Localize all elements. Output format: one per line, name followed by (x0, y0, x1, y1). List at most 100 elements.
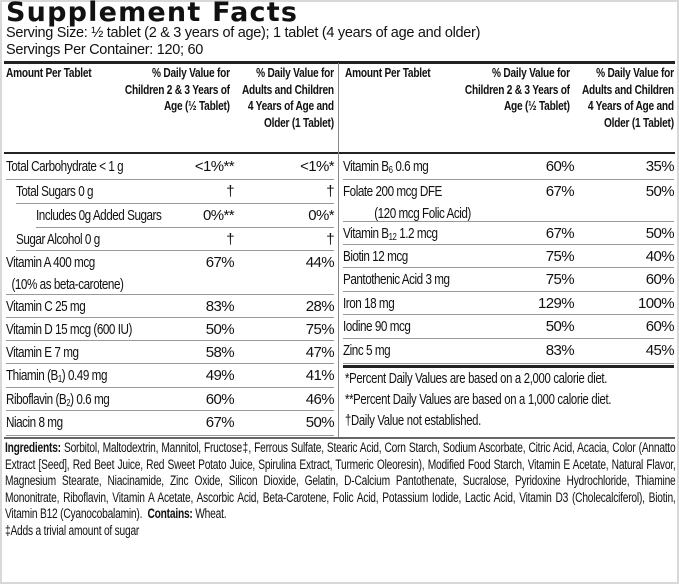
children-dv: 83% (205, 298, 235, 315)
nutrient-name: Pantothenic Acid 3 mg (343, 269, 484, 291)
children-dv: 75% (545, 248, 575, 265)
contains-text: Wheat. (195, 506, 227, 522)
adult-dv: † (326, 183, 334, 200)
nutrient-label: Iodine 90 mcg (343, 318, 411, 335)
children-dv: 83% (545, 342, 575, 359)
nutrient-label: Total Carbohydrate < 1 g (6, 158, 124, 175)
nutrient-row: Riboflavin (B2) 0.6 mg 60% 46% (6, 388, 335, 411)
nutrient-row: Vitamin B6 0.6 mg 60% 35% (343, 155, 675, 180)
nutrient-name-text: Vitamin E 7 mg (6, 342, 174, 364)
nutrient-name-text: Riboflavin (B2) 0.6 mg (6, 389, 174, 415)
nutrient-name: Vitamin D 15 mcg (600 IU) (6, 319, 174, 340)
nutrient-row: Total Sugars 0 g † † (16, 180, 335, 204)
adult-dv: 44% (305, 254, 335, 271)
children-dv: 67% (205, 414, 235, 431)
header-amount-left: Amount Per Tablet (6, 65, 96, 82)
nutrient-label: Biotin 12 mcg (343, 248, 408, 265)
nutrient-name: Vitamin B6 0.6 mg (343, 156, 484, 179)
children-dv: 75% (545, 271, 575, 288)
nutrient-row: Vitamin B12 1.2 mcg 67% 50% (343, 222, 675, 245)
nutrient-name: Vitamin C 25 mg (6, 296, 174, 317)
header-text: % Daily Value for Adults and Children 4 … (241, 65, 334, 130)
header-children-left: % Daily Value for Children 2 & 3 Years o… (112, 65, 230, 115)
header-adults-right: % Daily Value for Adults and Children 4 … (574, 65, 674, 131)
nutrient-name: Sugar Alcohol 0 g (16, 229, 174, 250)
children-dv: 67% (205, 254, 235, 271)
nutrient-name-text: Sugar Alcohol 0 g (16, 229, 174, 251)
children-dv: <1%** (194, 158, 235, 175)
children-dv: 60% (205, 391, 235, 408)
nutrient-label: Vitamin C 25 mg (6, 298, 86, 315)
nutrient-name-text: Vitamin D 15 mcg (600 IU) (6, 319, 174, 341)
nutrient-label: Vitamin A 400 mcg (6, 254, 95, 271)
nutrient-name: Iron 18 mg (343, 293, 484, 314)
footnote: *Percent Daily Values are based on a 2,0… (345, 371, 608, 387)
nutrient-label: Vitamin B6 0.6 mg (343, 158, 429, 176)
nutrient-row: Thiamin (B1) 0.49 mg 49% 41% (6, 364, 335, 391)
serving-size: Serving Size: ½ tablet (2 & 3 years of a… (6, 25, 481, 41)
nutrient-row: Biotin 12 mcg 75% 40% (343, 245, 675, 268)
contains-label: Contains: (147, 506, 193, 522)
nutrient-name: Folate 200 mcg DFE (120 mcg Folic Acid) (343, 181, 484, 222)
servings-per-container: Servings Per Container: 120; 60 (6, 42, 204, 58)
adult-dv: 75% (305, 321, 335, 338)
footnote-list: *Percent Daily Values are based on a 2,0… (345, 369, 672, 432)
adult-dv: 35% (645, 158, 675, 175)
nutrient-name: Riboflavin (B2) 0.6 mg (6, 389, 174, 410)
divider (4, 61, 675, 64)
nutrient-row: Zinc 5 mg 83% 45% (343, 339, 675, 364)
nutrient-label: Iron 18 mg (343, 295, 395, 312)
nutrient-label: Includes 0g Added Sugars (36, 207, 162, 224)
nutrient-subtext: (120 mcg Folic Acid) (374, 205, 471, 222)
adult-dv: 40% (645, 248, 675, 265)
children-dv: 58% (205, 344, 235, 361)
nutrient-label: Thiamin (B1) 0.49 mg (6, 367, 107, 385)
nutrient-name-text: Vitamin C 25 mg (6, 296, 174, 318)
adult-dv: 60% (645, 271, 675, 288)
nutrient-row: Vitamin E 7 mg 58% 47% (6, 341, 335, 364)
nutrient-name: Biotin 12 mcg (343, 246, 484, 267)
nutrient-name: Vitamin A 400 mcg (10% as beta-carotene) (6, 252, 174, 294)
adult-dv: 50% (645, 225, 675, 242)
nutrient-name-text: Vitamin A 400 mcg (10% as beta-carotene) (6, 252, 174, 296)
children-dv: † (226, 231, 234, 248)
adult-dv: 60% (645, 318, 675, 335)
children-dv: † (226, 183, 234, 200)
children-dv: 50% (205, 321, 235, 338)
header-children-right: % Daily Value for Children 2 & 3 Years o… (452, 65, 570, 115)
nutrient-name-text: Niacin 8 mg (6, 412, 174, 434)
adult-dv: 50% (305, 414, 335, 431)
nutrient-name-text: Iron 18 mg (343, 293, 484, 315)
divider (343, 365, 674, 368)
nutrient-name: Vitamin E 7 mg (6, 342, 174, 363)
nutrient-name: Zinc 5 mg (343, 340, 484, 363)
nutrient-name-text: Vitamin B6 0.6 mg (343, 156, 484, 182)
divider (4, 437, 675, 439)
label-title: Supplement Facts (6, 0, 299, 28)
adds-note: ‡Adds a trivial amount of sugar (5, 522, 140, 539)
nutrient-subtext: (10% as beta-carotene) (11, 276, 124, 293)
nutrient-row: Total Carbohydrate < 1 g <1%** <1%* (6, 155, 335, 180)
nutrient-label: Vitamin B12 1.2 mcg (343, 225, 438, 243)
nutrient-name: Total Carbohydrate < 1 g (6, 156, 174, 179)
nutrient-name: Niacin 8 mg (6, 412, 174, 435)
adult-dv: 0%* (308, 207, 334, 224)
divider (4, 152, 675, 154)
adult-dv: 41% (305, 367, 335, 384)
footnotes: *Percent Daily Values are based on a 2,0… (345, 369, 673, 432)
nutrient-label: Pantothenic Acid 3 mg (343, 271, 450, 288)
nutrient-name: Iodine 90 mcg (343, 316, 484, 338)
nutrient-name: Includes 0g Added Sugars (36, 205, 174, 227)
adult-dv: 46% (305, 391, 335, 408)
ingredients-label: Ingredients: (5, 440, 61, 456)
nutrient-row: Sugar Alcohol 0 g † † (16, 228, 335, 251)
nutrient-name-text: Includes 0g Added Sugars (36, 205, 174, 227)
nutrient-name-text: Zinc 5 mg (343, 340, 484, 362)
column-divider (338, 63, 339, 437)
children-dv: 50% (545, 318, 575, 335)
nutrient-label: Niacin 8 mg (6, 414, 63, 431)
nutrient-name-text: Pantothenic Acid 3 mg (343, 269, 484, 291)
nutrient-name-text: Thiamin (B1) 0.49 mg (6, 365, 174, 391)
children-dv: 60% (545, 158, 575, 175)
